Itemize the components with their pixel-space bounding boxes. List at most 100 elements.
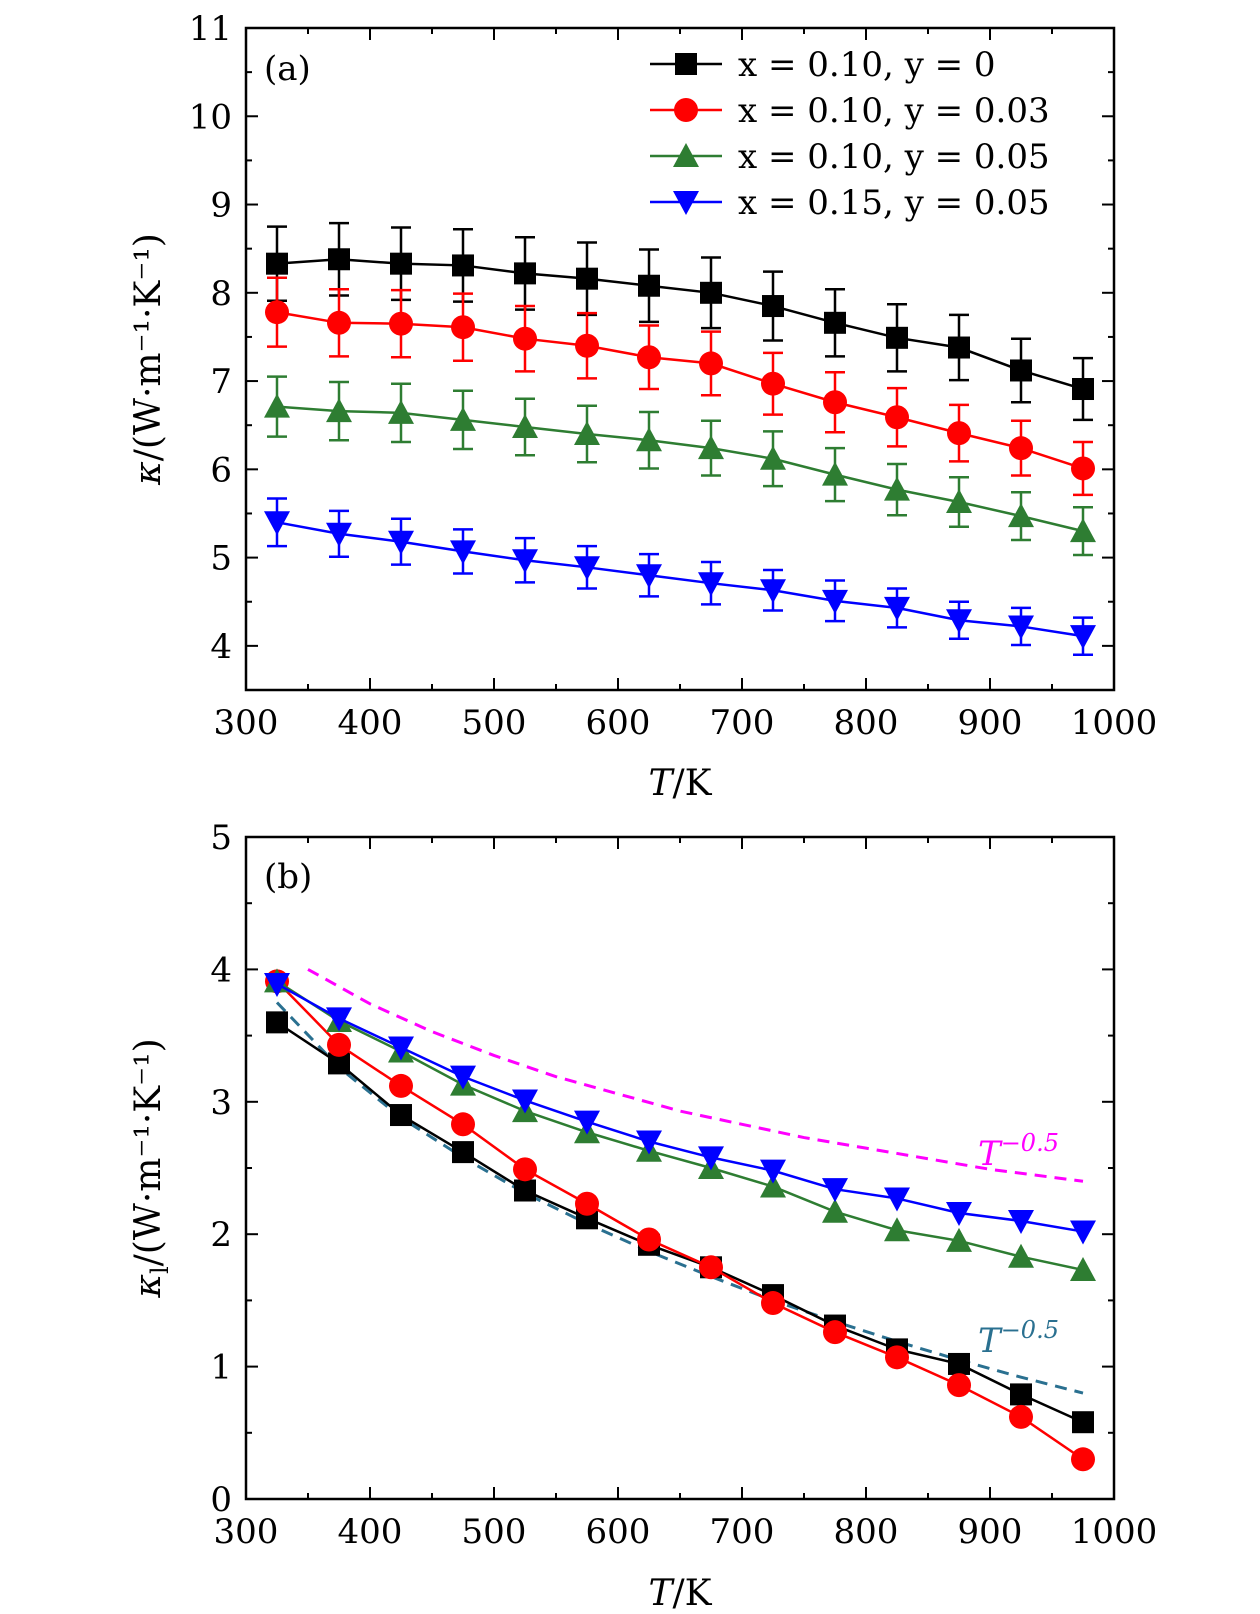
data-point (699, 1255, 723, 1280)
series-3 (264, 972, 1096, 1245)
data-point (638, 274, 660, 297)
data-point (450, 540, 476, 565)
data-point (698, 1146, 724, 1171)
series-group-b (264, 968, 1096, 1472)
chart-panel-b: 300 400 500 600 700 800 900 1000 0 1 2 3 4 5 (b) T−0.… (128, 818, 1157, 1614)
legend-item-0: x = 0.10, y = 0 (650, 45, 996, 85)
data-point (884, 1187, 910, 1212)
x-tick-label: 600 (586, 703, 651, 743)
data-point (1071, 456, 1095, 481)
x-tick-label: 700 (710, 703, 775, 743)
y-tick-label: 10 (189, 97, 232, 137)
data-point (760, 1159, 786, 1184)
data-point (760, 1173, 786, 1198)
x-tick-label: 300 (214, 1512, 279, 1552)
series-line (276, 980, 1084, 1272)
data-point (1072, 378, 1094, 401)
legend-marker (674, 98, 698, 122)
legend-label: x = 0.15, y = 0.05 (738, 183, 1050, 223)
legend-marker (675, 53, 697, 75)
y-tick-label: 4 (210, 950, 232, 990)
y-tick-label: 11 (189, 9, 232, 49)
data-point (762, 295, 784, 318)
y-axis-title-b: κl/(W·m⁻¹·K⁻¹) (128, 1038, 174, 1298)
panel-label-a: (a) (264, 49, 311, 89)
series-2 (264, 968, 1096, 1281)
data-point (636, 1130, 662, 1155)
axis-ticks-a: 300 400 500 600 700 800 900 1000 4 5 6 7 8 9 10 11 (189, 9, 1158, 743)
series-line (276, 521, 1084, 638)
y-tick-label: 5 (210, 539, 232, 579)
data-point (885, 1345, 909, 1370)
x-tick-label: 800 (834, 1512, 899, 1552)
data-point (452, 254, 474, 277)
data-point (884, 476, 910, 501)
data-point (823, 1320, 847, 1345)
legend-item-3: x = 0.15, y = 0.05 (650, 183, 1050, 223)
data-point (948, 1352, 970, 1375)
reference-curves-b (275, 968, 1084, 1395)
data-point (946, 488, 972, 513)
data-point (637, 1227, 661, 1252)
data-point (1010, 359, 1032, 382)
data-point (514, 1179, 536, 1202)
y-tick-label: 5 (210, 818, 232, 858)
data-point (760, 579, 786, 604)
data-point (1072, 1411, 1094, 1434)
data-point (637, 345, 661, 370)
data-point (761, 1291, 785, 1316)
data-point (1008, 503, 1034, 528)
data-point (389, 311, 413, 336)
data-point (266, 1011, 288, 1034)
data-point (947, 1373, 971, 1398)
data-point (699, 351, 723, 376)
x-tick-label: 900 (958, 1512, 1023, 1552)
data-point (1071, 1447, 1095, 1472)
y-tick-label: 3 (210, 1083, 232, 1123)
data-point (884, 596, 910, 621)
data-point (328, 248, 350, 271)
data-point (1070, 1220, 1096, 1245)
series-1 (265, 276, 1095, 497)
data-point (326, 398, 352, 423)
legend-label: x = 0.10, y = 0.03 (738, 91, 1050, 131)
x-tick-label: 300 (214, 703, 279, 743)
legend-label: x = 0.10, y = 0 (738, 45, 996, 85)
data-point (822, 461, 848, 486)
data-point (574, 421, 600, 446)
data-point (824, 311, 846, 334)
data-point (327, 310, 351, 335)
data-point (947, 421, 971, 446)
data-point (576, 267, 598, 290)
legend-label: x = 0.10, y = 0.05 (738, 137, 1050, 177)
reference-curve-0 (307, 968, 1084, 1183)
data-point (514, 262, 536, 285)
x-tick-label: 800 (834, 703, 899, 743)
series-line (276, 405, 1084, 533)
y-tick-label: 4 (210, 627, 232, 667)
data-point (388, 399, 414, 424)
data-point (264, 511, 290, 536)
data-point (1010, 1383, 1032, 1406)
data-point (450, 1065, 476, 1090)
series-0 (266, 1011, 1094, 1434)
data-point (575, 333, 599, 358)
data-point (948, 336, 970, 359)
data-point (575, 1191, 599, 1216)
data-point (513, 326, 537, 351)
data-point (326, 522, 352, 547)
y-tick-label: 7 (210, 362, 232, 402)
legend-item-1: x = 0.10, y = 0.03 (650, 91, 1050, 131)
data-point (700, 281, 722, 304)
data-point (265, 300, 289, 325)
data-point (451, 315, 475, 340)
data-point (451, 1112, 475, 1137)
data-point (327, 1032, 351, 1057)
data-point (884, 1217, 910, 1242)
data-point (1008, 1209, 1034, 1234)
y-tick-label: 1 (210, 1348, 232, 1388)
series-3 (264, 497, 1096, 656)
data-point (512, 549, 538, 574)
